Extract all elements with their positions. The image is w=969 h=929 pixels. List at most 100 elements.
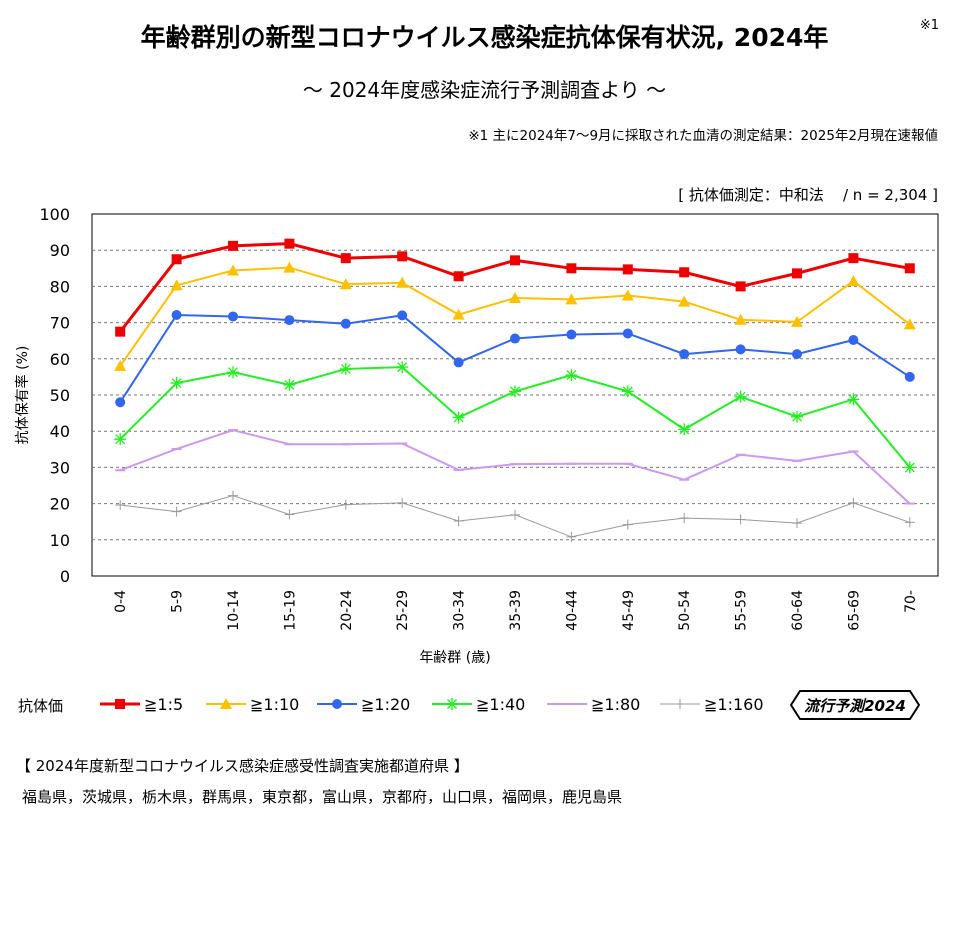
y-tick-label: 20 (50, 495, 70, 514)
legend-item-3: ≧1:20 (317, 695, 410, 714)
data-point (339, 278, 352, 290)
prefectures-list: 福島県，茨城県，栃木県，群馬県，東京都，富山県，京都府，山口県，福岡県，鹿児島県 (22, 788, 623, 806)
series-1 (115, 238, 915, 337)
data-point (847, 274, 860, 286)
data-point (848, 497, 859, 508)
legend-swatch-marker (446, 698, 458, 710)
data-point (114, 433, 127, 446)
data-point (115, 500, 126, 511)
data-point (510, 509, 520, 520)
data-point (227, 264, 239, 276)
legend-item-6: ≧1:160 (660, 695, 764, 714)
x-tick-label: 40-44 (564, 590, 580, 631)
data-point (114, 360, 127, 372)
data-point (396, 361, 409, 374)
chart-title: 年齢群別の新型コロナウイルス感染症抗体保有状況, 2024年 (140, 23, 829, 52)
data-point (228, 490, 238, 501)
data-point (397, 251, 408, 262)
y-tick-label: 50 (50, 386, 70, 405)
data-point (171, 254, 182, 265)
data-point (903, 318, 916, 330)
chart-subtitle: ～ 2024年度感染症流行予測調査より ～ (302, 78, 667, 102)
footnote-text: ※1 主に2024年7～9月に採取された血清の測定結果：2025年2月現在速報値 (468, 128, 938, 144)
data-point (115, 397, 126, 408)
data-point (678, 423, 691, 436)
legend-item-1: ≧1:5 (100, 695, 183, 714)
x-tick-label: 35-39 (508, 590, 524, 631)
data-point (848, 253, 859, 264)
x-tick-label: 0-4 (113, 590, 129, 613)
x-tick-label: 60-64 (790, 590, 806, 631)
legend-label: 抗体価 (18, 697, 64, 715)
data-point (283, 261, 296, 273)
data-point (510, 333, 520, 344)
legend-swatch-marker (332, 699, 342, 709)
y-tick-label: 80 (50, 277, 70, 296)
data-point (847, 393, 860, 406)
data-point (453, 515, 464, 526)
x-tick-label: 70- (903, 590, 919, 613)
legend-item-label: ≧1:160 (704, 695, 764, 714)
data-point (792, 349, 802, 360)
series-6 (115, 490, 915, 542)
series-5 (115, 429, 915, 505)
surveillance-badge: 流行予測2024 (790, 690, 920, 720)
data-point (848, 334, 859, 345)
data-point (566, 531, 577, 542)
data-point (792, 268, 802, 279)
data-point (735, 344, 746, 355)
x-tick-label: 15-19 (282, 590, 298, 631)
data-point (228, 240, 238, 251)
data-point (904, 263, 915, 274)
x-tick-label: 65-69 (846, 590, 862, 631)
data-point (734, 313, 747, 325)
legend-item-label: ≧1:20 (361, 695, 410, 714)
data-point (679, 349, 690, 360)
data-point (566, 329, 577, 340)
data-point (453, 357, 464, 368)
data-point (622, 264, 633, 275)
x-tick-label: 45-49 (621, 590, 637, 631)
x-tick-label: 25-29 (395, 590, 411, 631)
series-2 (114, 261, 916, 372)
data-point (622, 328, 633, 339)
y-tick-label: 70 (50, 314, 70, 333)
data-point (396, 276, 409, 288)
data-point (228, 311, 238, 322)
data-point (791, 410, 803, 423)
data-point (735, 281, 746, 292)
y-axis-title: 抗体保有率 (%) (14, 346, 31, 445)
x-tick-label: 5-9 (170, 590, 186, 613)
data-point (904, 371, 915, 382)
data-point (284, 509, 295, 520)
data-point (452, 411, 465, 424)
data-point (339, 362, 352, 375)
data-point (340, 318, 351, 329)
data-point (566, 263, 577, 274)
chart-svg: 0 10 20 30 40 50 60 70 80 90 100 0-4 5-9 10-14 15-19 20… (14, 205, 939, 714)
legend-item-label: ≧1:80 (591, 695, 640, 714)
legend-item-label: ≧1:10 (250, 695, 299, 714)
x-tick-label: 20-24 (339, 590, 355, 631)
data-point (284, 315, 295, 326)
data-point (115, 326, 126, 337)
surveillance-badge-text: 流行予測2024 (804, 697, 906, 715)
data-point (565, 369, 578, 382)
data-point (679, 513, 690, 524)
y-tick-label: 10 (50, 531, 70, 550)
data-point (171, 309, 182, 320)
data-point (735, 514, 746, 525)
data-point (509, 385, 521, 398)
legend-item-5: ≧1:80 (547, 695, 640, 714)
series-3 (115, 309, 915, 408)
data-point (283, 378, 296, 391)
data-point (227, 366, 239, 379)
data-point (170, 377, 183, 390)
legend-item-2: ≧1:10 (206, 695, 299, 714)
data-point (792, 518, 802, 529)
data-point (903, 461, 916, 474)
y-tick-label: 90 (50, 241, 70, 260)
data-point (397, 497, 408, 508)
x-tick-label: 30-34 (452, 590, 468, 631)
x-tick-label: 50-54 (677, 590, 693, 631)
